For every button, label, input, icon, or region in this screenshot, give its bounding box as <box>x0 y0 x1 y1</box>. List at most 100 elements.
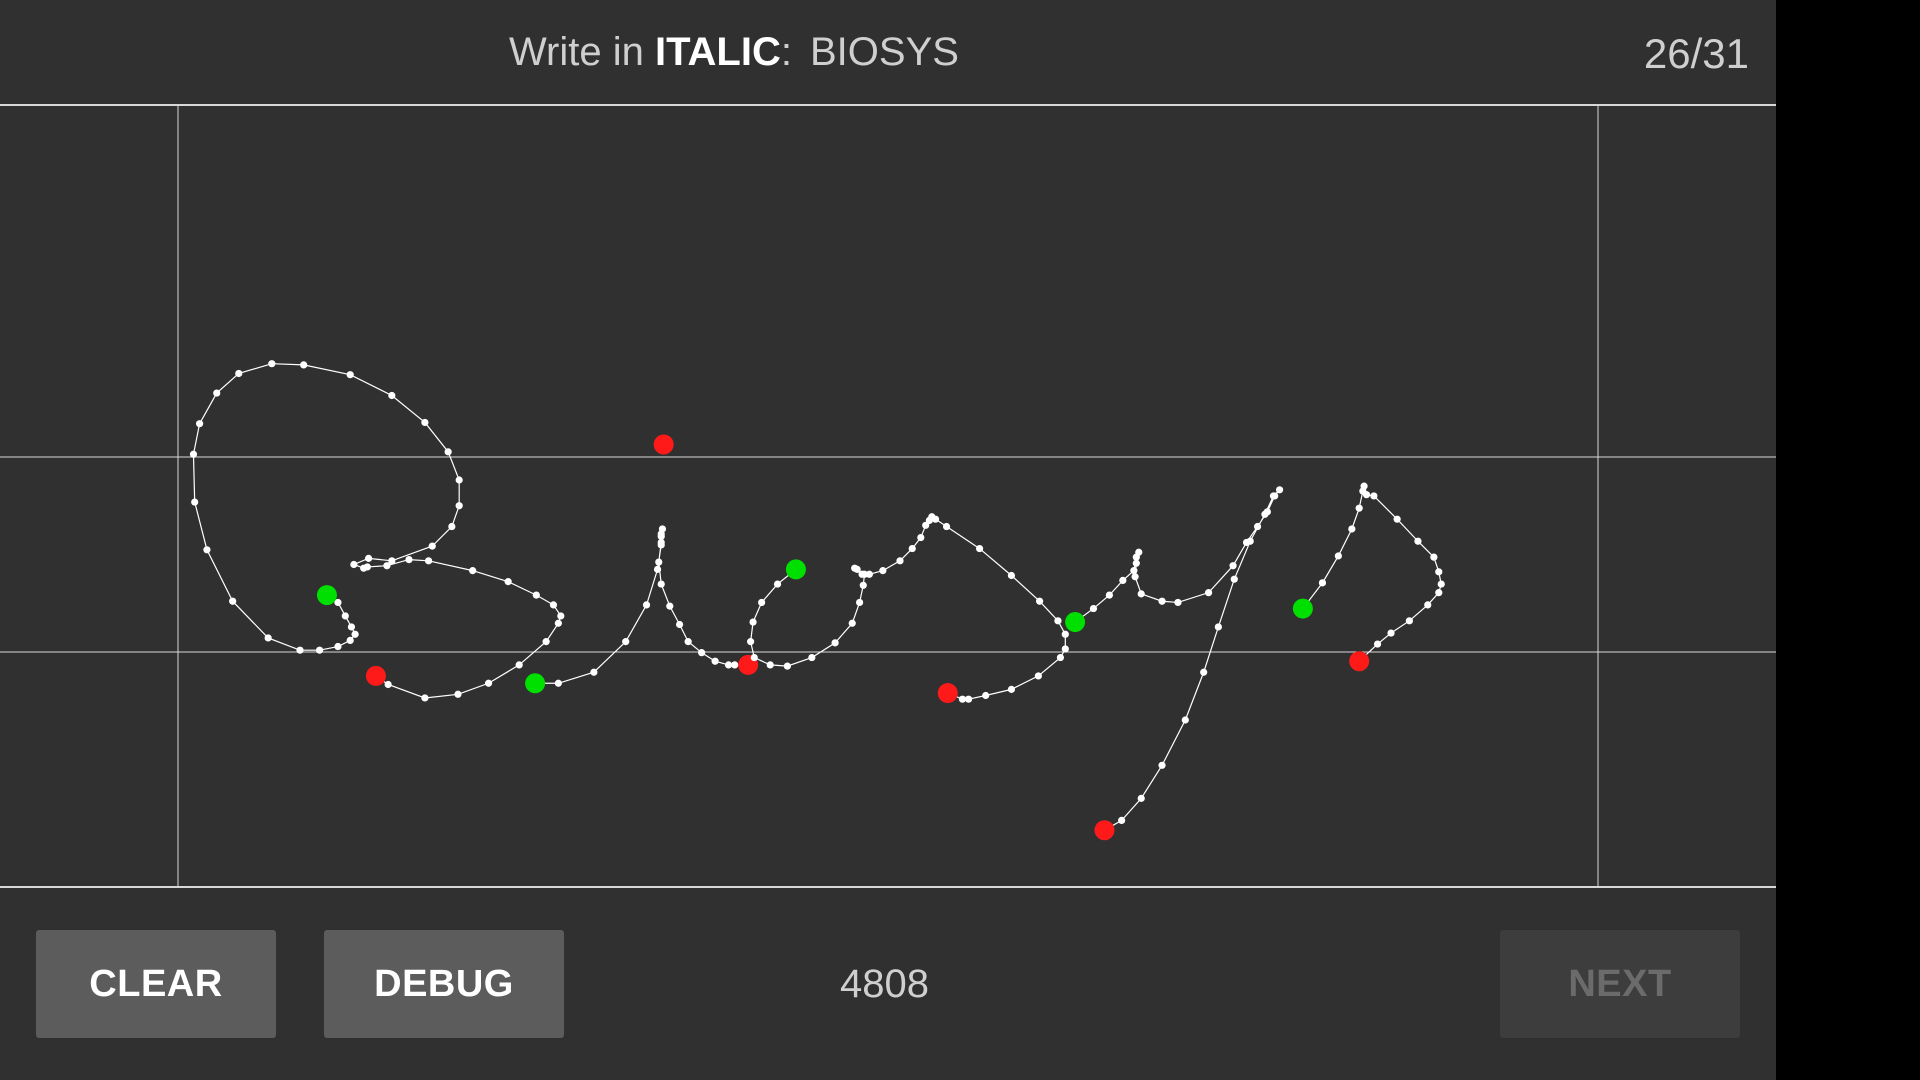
ink-sample-point <box>1275 486 1284 494</box>
ink-sample-point <box>1119 576 1127 585</box>
ink-sample-point <box>1253 522 1262 531</box>
ink-sample-point <box>1105 591 1113 599</box>
ink-sample-point <box>855 598 864 607</box>
ink-sample-point <box>1373 640 1382 648</box>
ink-sample-point <box>424 557 433 565</box>
prompt-colon: : <box>780 30 792 74</box>
ink-sample-point <box>557 612 565 620</box>
ink-sample-point <box>865 570 873 578</box>
ink-stroke-path <box>750 515 1066 700</box>
debug-button[interactable]: DEBUG <box>324 930 564 1038</box>
ink-sample-point <box>554 679 562 687</box>
ink-sample-point <box>773 580 782 588</box>
ink-sample-point <box>831 639 839 647</box>
ink-sample-point <box>1387 629 1395 637</box>
ink-sample-point <box>454 690 462 698</box>
ink-sample-point <box>942 522 951 531</box>
header: Write in ITALIC: BIOSYS 26/31 <box>0 0 1776 105</box>
handwriting-app: Write in ITALIC: BIOSYS 26/31 CLEAR DEBUG… <box>0 0 1776 1080</box>
ink-sample-point <box>213 389 221 397</box>
ink-sample-point <box>1132 559 1140 567</box>
ink-sample-point <box>1334 552 1342 560</box>
ink-sample-point <box>504 578 512 586</box>
ink-sample-point <box>554 619 562 627</box>
writing-prompt: Write in ITALIC: BIOSYS <box>509 30 959 75</box>
ink-sample-point <box>747 638 755 646</box>
ink-sample-point <box>1355 504 1363 512</box>
ink-sample-point <box>405 555 413 564</box>
ink-sample-point <box>964 695 973 703</box>
ink-sample-point <box>448 522 456 531</box>
ink-sample-point <box>917 533 925 542</box>
ink-sample-point <box>1200 668 1208 676</box>
ink-strokes <box>189 360 1445 841</box>
ink-sample-point <box>484 679 493 687</box>
ink-sample-point <box>642 601 651 609</box>
ink-sample-point <box>758 598 766 607</box>
ink-sample-point <box>264 634 272 642</box>
ink-sample-point <box>698 649 706 657</box>
stroke-end-marker <box>1349 651 1370 672</box>
ink-sample-point <box>1137 590 1145 598</box>
ink-sample-point <box>1034 672 1042 680</box>
stroke-end-marker <box>937 683 958 704</box>
ink-sample-point <box>808 653 816 662</box>
ink-sample-point <box>421 418 429 427</box>
ink-sample-point <box>859 581 867 589</box>
ink-sample-point <box>1061 630 1069 638</box>
ink-sample-point <box>711 657 719 665</box>
ink-sample-point <box>1130 567 1138 575</box>
ink-sample-point <box>1007 685 1016 693</box>
ink-sample-point <box>848 619 856 627</box>
ink-sample-point <box>655 558 663 566</box>
ink-sample-point <box>351 630 359 638</box>
ink-sample-point <box>1405 617 1413 625</box>
ink-sample-point <box>532 591 540 599</box>
prompt-target-word: BIOSYS <box>810 30 959 74</box>
ink-sample-point <box>922 521 930 529</box>
ink-sample-point <box>235 369 243 378</box>
ink-sample-point <box>195 420 204 428</box>
ink-sample-point <box>515 661 523 669</box>
ink-sample-point <box>549 601 558 609</box>
ink-sample-point <box>731 661 739 669</box>
ink-sample-point <box>191 498 199 506</box>
ink-sample-point <box>975 544 984 553</box>
ink-sample-point <box>364 554 373 562</box>
ink-sample-point <box>858 570 866 578</box>
ink-sample-point <box>1360 482 1368 490</box>
ink-sample-point <box>421 694 429 702</box>
ink-sample-point <box>1393 515 1401 523</box>
ink-sample-point <box>958 695 967 703</box>
ink-sample-point <box>931 515 940 523</box>
clear-button[interactable]: CLEAR <box>36 930 276 1038</box>
ink-sample-point <box>268 360 276 368</box>
ink-sample-point <box>1007 571 1016 580</box>
ink-sample-point <box>749 618 757 626</box>
ink-sample-point <box>388 391 396 400</box>
ink-sample-point <box>724 661 733 669</box>
stroke-start-marker <box>316 585 337 606</box>
ink-sample-point <box>1430 553 1438 561</box>
ink-sample-point <box>1214 623 1222 631</box>
ink-sample-point <box>1435 589 1443 597</box>
ink-sample-point <box>908 544 916 553</box>
ink-sample-point <box>444 448 452 456</box>
next-button[interactable]: NEXT <box>1500 930 1740 1038</box>
stroke-start-marker <box>1065 612 1086 633</box>
drawing-canvas[interactable] <box>0 106 1776 886</box>
ink-sample-point <box>383 562 391 570</box>
ink-sample-point <box>684 638 692 646</box>
ink-sample-point <box>229 597 237 605</box>
ink-sample-point <box>334 642 342 651</box>
ink-sample-point <box>1435 568 1443 576</box>
ink-sample-point <box>542 638 550 646</box>
ink-sample-point <box>346 636 354 645</box>
ink-sample-point <box>1089 604 1098 613</box>
ink-sample-point <box>1137 794 1145 802</box>
stroke-end-marker <box>365 665 386 686</box>
ink-sample-point <box>1437 580 1445 588</box>
header-divider <box>0 104 1776 106</box>
ink-sample-point <box>469 567 477 575</box>
ink-sample-point <box>315 646 324 654</box>
